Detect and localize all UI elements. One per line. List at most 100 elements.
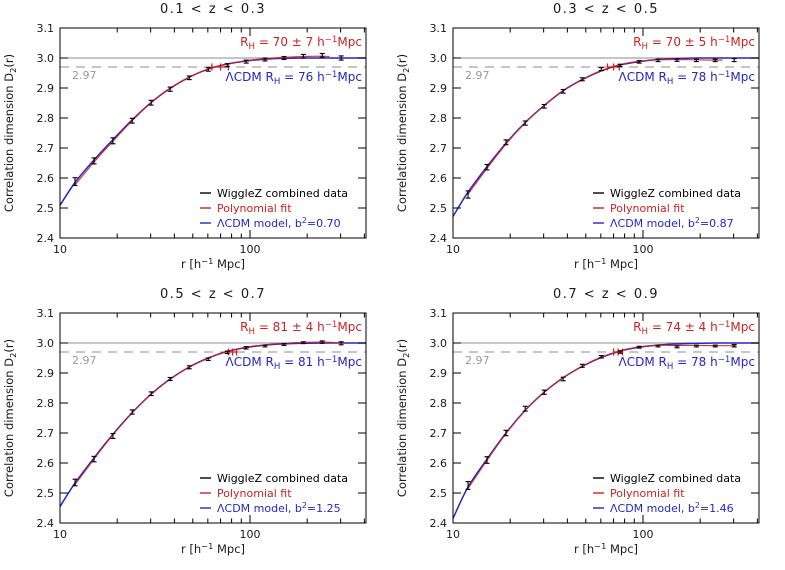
y-tick-label: 2.5 [37,487,55,500]
legend-label: WiggleZ combined data [610,472,741,485]
legend-label: WiggleZ combined data [217,472,348,485]
reference-label-2.97: 2.97 [465,354,490,367]
legend-label: Polynomial fit [610,487,685,500]
x-tick-label: 10 [53,243,67,256]
y-axis-label: Correlation dimension D2(r) [395,339,411,497]
x-tick-label: 100 [239,528,260,541]
legend-label: ΛCDM model, b2=0.70 [217,216,341,230]
rh-fit-annotation: RH = 81 ± 4 h−1Mpc [240,320,362,337]
legend: WiggleZ combined data Polynomial fitΛCDM … [593,187,741,230]
y-axis-label: Correlation dimension D2(r) [395,54,411,212]
panel-plot: 2.97 10 100 2.4 2.5 2.6 2.7 2.8 2.9 3.0 3.1 r [h−1 … [395,22,760,271]
y-tick-label: 2.5 [430,202,448,215]
y-tick-label: 2.4 [37,517,55,530]
y-tick-label: 2.5 [37,202,55,215]
lcdm-rh-annotation: ΛCDM RH = 78 h−1Mpc [618,355,755,372]
y-tick-label: 3.1 [430,307,448,320]
x-tick-label: 100 [632,528,653,541]
y-tick-label: 2.6 [430,172,448,185]
lcdm-rh-annotation: ΛCDM RH = 78 h−1Mpc [618,70,755,87]
y-tick-label: 2.7 [37,142,55,155]
y-tick-label: 2.9 [37,82,55,95]
y-tick-label: 2.4 [37,232,55,245]
legend-label: ΛCDM model, b2=1.25 [217,501,341,515]
reference-label-2.97: 2.97 [72,354,97,367]
axes-frame [452,27,760,239]
lcdm-rh-annotation: ΛCDM RH = 81 h−1Mpc [225,355,362,372]
y-tick-label: 2.6 [37,172,55,185]
y-tick-label: 2.4 [430,517,448,530]
rh-fit-annotation: RH = 70 ± 7 h−1Mpc [240,35,362,52]
hubble-scale-errorbar [612,348,624,356]
rh-fit-annotation: RH = 70 ± 5 h−1Mpc [633,35,755,52]
y-tick-label: 2.6 [430,457,448,470]
legend-label: Polynomial fit [610,202,685,215]
y-tick-label: 2.9 [430,367,448,380]
legend-label: Polynomial fit [217,202,292,215]
y-tick-label: 2.8 [37,112,55,125]
y-tick-label: 2.4 [430,232,448,245]
x-tick-label: 10 [446,243,460,256]
y-tick-label: 3.0 [430,337,448,350]
wigglez-data-points [72,340,344,487]
panel-z-0.5-0.7: 2.97 10 100 2.4 2.5 2.6 2.7 2.8 2.9 3.0 3.1 r [h−1 … [0,285,392,570]
panel-plot: 2.97 10 100 2.4 2.5 2.6 2.7 2.8 2.9 3.0 3.1 r [h−1 … [395,307,760,556]
panel-plot: 2.97 10 100 2.4 2.5 2.6 2.7 2.8 2.9 3.0 3.1 r [h−1 … [2,22,367,271]
y-tick-label: 3.0 [430,52,448,65]
y-tick-label: 2.7 [430,427,448,440]
reference-label-2.97: 2.97 [465,69,490,82]
panel-title: 0.5 < z < 0.7 [160,287,266,302]
panel-title: 0.1 < z < 0.3 [160,2,266,17]
y-tick-label: 3.0 [37,337,55,350]
axes-frame [59,27,367,239]
hubble-scale-errorbar [606,63,620,71]
legend-label: WiggleZ combined data [610,187,741,200]
y-tick-label: 2.7 [37,427,55,440]
wigglez-data-points [465,58,737,199]
axes-frame [59,312,367,524]
rh-fit-annotation: RH = 74 ± 4 h−1Mpc [633,320,755,337]
lcdm-rh-annotation: ΛCDM RH = 76 h−1Mpc [225,70,362,87]
y-tick-label: 3.1 [430,22,448,35]
y-tick-label: 2.9 [430,82,448,95]
x-tick-label: 100 [239,243,260,256]
panel-title: 0.3 < z < 0.5 [553,2,659,17]
y-axis-label: Correlation dimension D2(r) [2,339,18,497]
y-tick-label: 2.6 [37,457,55,470]
x-axis-label: r [h−1 Mpc] [181,541,245,556]
y-tick-label: 2.7 [430,142,448,155]
y-tick-label: 2.5 [430,487,448,500]
panel-z-0.7-0.9: 2.97 10 100 2.4 2.5 2.6 2.7 2.8 2.9 3.0 3.1 r [h−1 … [393,285,785,570]
axes-frame [452,312,760,524]
y-tick-label: 3.1 [37,307,55,320]
legend-label: ΛCDM model, b2=1.46 [610,501,734,515]
legend-label: ΛCDM model, b2=0.87 [610,216,734,230]
y-tick-label: 2.8 [430,112,448,125]
reference-label-2.97: 2.97 [72,69,97,82]
y-tick-label: 2.9 [37,367,55,380]
legend-label: WiggleZ combined data [217,187,348,200]
panel-z-0.1-0.3: 2.97 10 100 2.4 2.5 2.6 2.7 2.8 2.9 3.0 3.1 r [h−1 … [0,0,392,285]
legend: WiggleZ combined data Polynomial fitΛCDM … [200,187,348,230]
lcdm-model-curve [452,342,759,519]
panel-plot: 2.97 10 100 2.4 2.5 2.6 2.7 2.8 2.9 3.0 3.1 r [h−1 … [2,307,367,556]
wigglez-data-points [72,52,344,187]
x-axis-label: r [h−1 Mpc] [574,256,638,271]
wigglez-data-points [465,343,737,490]
legend: WiggleZ combined data Polynomial fitΛCDM … [200,472,348,515]
y-tick-label: 2.8 [430,397,448,410]
x-tick-label: 10 [446,528,460,541]
y-tick-label: 3.0 [37,52,55,65]
x-axis-label: r [h−1 Mpc] [574,541,638,556]
y-tick-label: 3.1 [37,22,55,35]
x-tick-label: 100 [632,243,653,256]
y-tick-label: 2.8 [37,397,55,410]
legend: WiggleZ combined data Polynomial fitΛCDM … [593,472,741,515]
panel-title: 0.7 < z < 0.9 [553,287,659,302]
hubble-scale-errorbar [227,348,238,356]
legend-label: Polynomial fit [217,487,292,500]
x-axis-label: r [h−1 Mpc] [181,256,245,271]
x-tick-label: 10 [53,528,67,541]
y-axis-label: Correlation dimension D2(r) [2,54,18,212]
